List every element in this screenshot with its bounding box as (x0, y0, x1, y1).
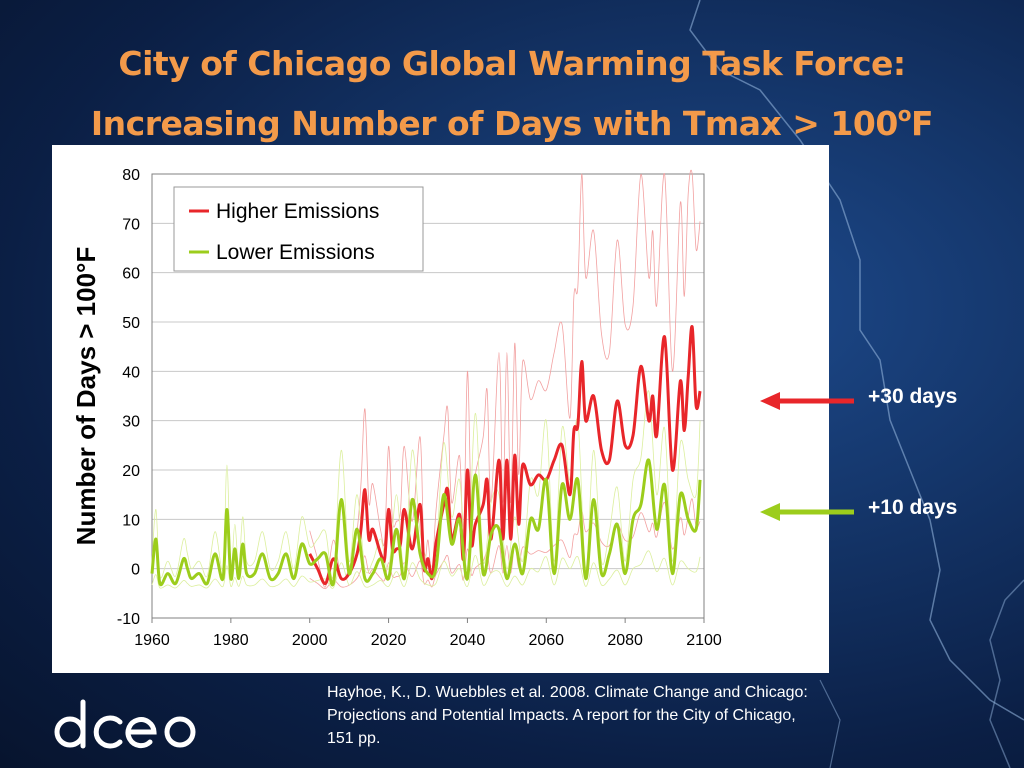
annotation-higher: +30 days (868, 385, 958, 408)
y-tick-label: -10 (117, 611, 140, 628)
y-tick-label: 0 (131, 562, 140, 579)
y-tick-label: 80 (122, 167, 140, 184)
tick-label-layer: -10 0 10 20 30 40 50 60 70 80 1960 1980 2000 2020 2040… (117, 167, 722, 649)
line-chart: -10 0 10 20 30 40 50 60 70 80 1960 1980 2000 2020 2040… (71, 167, 722, 649)
title-line-2-end: F (911, 104, 934, 143)
x-tick-label: 2020 (371, 632, 407, 649)
y-tick-label: 20 (122, 463, 140, 480)
lower-emissions-lower-range (151, 550, 701, 589)
y-tick-label: 40 (122, 364, 140, 381)
x-tick-label: 1980 (213, 632, 249, 649)
dceo-logo-mark (54, 699, 196, 749)
x-tick-label: 2100 (686, 632, 722, 649)
plot-area-border (151, 173, 705, 619)
legend-box (173, 186, 424, 272)
x-tick-label: 2060 (528, 632, 564, 649)
x-tick-label: 1960 (134, 632, 170, 649)
y-tick-label: 30 (122, 414, 140, 431)
arrow-higher (760, 392, 854, 410)
y-tick-label: 10 (122, 512, 140, 529)
legend-label-higher: Higher Emissions (216, 200, 379, 223)
annotation-lower: +10 days (868, 496, 958, 519)
x-tick-label: 2080 (607, 632, 643, 649)
title-degree-sup: o (897, 102, 912, 126)
y-tick-label: 70 (122, 216, 140, 233)
higher-emissions-upper-range (309, 169, 701, 588)
x-tick-label: 2000 (292, 632, 328, 649)
title-line-2: Increasing Number of Days with Tmax > 10… (0, 90, 1024, 150)
legend-label-lower: Lower Emissions (216, 241, 375, 264)
slide-title: City of Chicago Global Warming Task Forc… (0, 38, 1024, 150)
y-tick-label: 50 (122, 315, 140, 332)
y-tick-label: 60 (122, 266, 140, 283)
lower-emissions-line (150, 458, 702, 587)
annotation-arrows (760, 392, 854, 521)
higher-emissions-lower-range (309, 498, 701, 590)
dceo-logo (52, 692, 202, 761)
citation-text: Hayhoe, K., D. Wuebbles et al. 2008. Cli… (327, 684, 808, 747)
legend: Higher Emissions Lower Emissions (173, 186, 424, 272)
series-layer (150, 325, 702, 587)
x-tick-label: 2040 (450, 632, 486, 649)
y-axis-label: Number of Days > 100°F (71, 247, 101, 546)
title-line-1: City of Chicago Global Warming Task Forc… (118, 44, 906, 83)
title-line-2-main: Increasing Number of Days with Tmax > 10… (90, 104, 898, 143)
chart-panel: -10 0 10 20 30 40 50 60 70 80 1960 1980 2000 2020 2040… (52, 145, 829, 673)
higher-emissions-line (308, 325, 702, 586)
arrow-lower (760, 503, 854, 521)
